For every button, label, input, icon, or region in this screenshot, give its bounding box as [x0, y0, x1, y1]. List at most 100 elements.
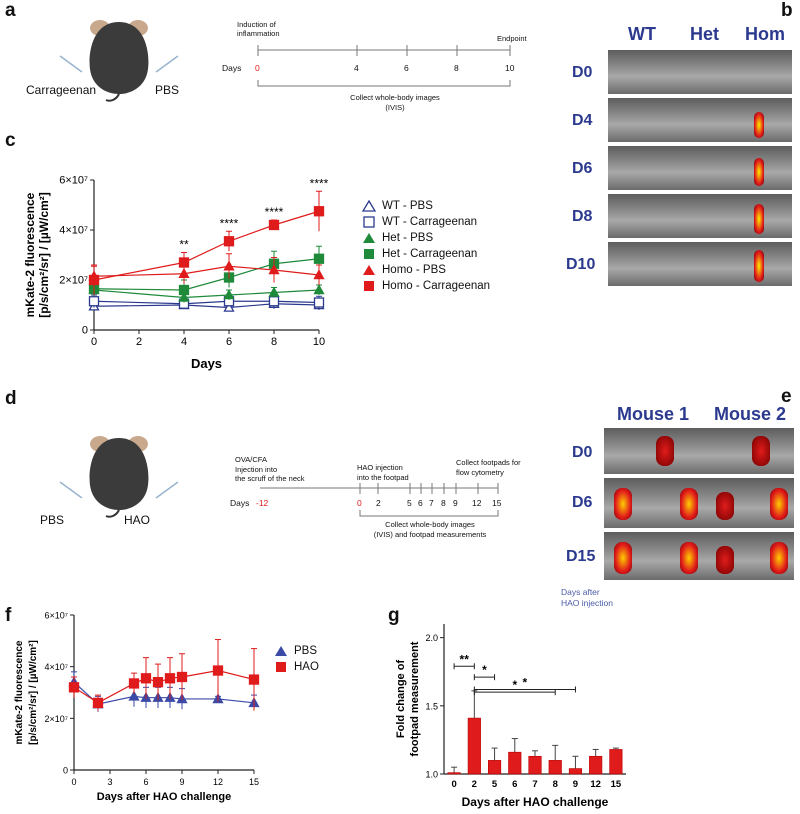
c-xtick-label-2: 4	[181, 336, 187, 348]
timeline-d-tick-12: 12	[472, 498, 482, 508]
c-xtick-label-4: 8	[271, 336, 277, 348]
timeline-a-tick-6: 6	[404, 63, 409, 73]
c-point-1-3	[268, 296, 280, 307]
g-ytick-label-2: 2.0	[425, 633, 438, 643]
g-sig-text-2: *	[512, 678, 517, 692]
c-point-1-4	[313, 297, 325, 308]
timeline-d-note-left: OVA/CFA Injection into the scruff of the n…	[235, 455, 305, 484]
c-ylabel2: [p/s/cm²/sr] / [µW/cm²]	[37, 192, 51, 318]
timeline-d-tick-m12: -12	[256, 498, 269, 508]
g-bar-2	[487, 760, 502, 775]
c-ytick-label-0: 0	[82, 325, 88, 337]
panel-label-d: d	[5, 388, 17, 409]
c-point-2-4	[313, 284, 325, 295]
g-ytick-label-0: 1.0	[425, 770, 438, 780]
timeline-a-end-note: Endpoint	[497, 34, 527, 43]
timeline-d-note-mid: HAO injection into the footpad	[357, 463, 409, 482]
row-e-d6: D6	[572, 494, 593, 511]
g-xlabel: Days after HAO challenge	[462, 795, 609, 809]
c-point-5-4	[313, 206, 325, 217]
c-point-5-3	[268, 219, 280, 231]
row-e-d0: D0	[572, 444, 593, 461]
row-d6: D6	[572, 160, 593, 177]
col-hom: Hom	[745, 24, 785, 44]
g-ylabel2: footpad measurement	[409, 641, 421, 756]
g-xtick-label-4: 7	[532, 779, 537, 790]
legend-c: WT - PBS WT - Carrageenan Het - PBS Het …	[362, 198, 490, 294]
e-caption-1: Days after	[561, 587, 600, 597]
timeline-d-tick-9: 9	[453, 498, 458, 508]
legend-c-item-1: WT - Carrageenan	[362, 214, 490, 230]
c-xtick-label-5: 10	[313, 336, 325, 348]
col-mouse-1: Mouse 1	[617, 404, 690, 424]
f-point-1-7	[212, 665, 224, 676]
panel-label-b: b	[781, 0, 793, 21]
timeline-d-tick-7: 7	[429, 498, 434, 508]
f-ytick-label-1: 2×10⁷	[44, 714, 68, 724]
legend-f-item-1: HAO	[274, 659, 319, 675]
row-d0: D0	[572, 64, 593, 81]
mouse-illustration-d	[59, 436, 179, 518]
hao-label-d: HAO	[124, 513, 151, 527]
c-annotation-1: ****	[220, 216, 239, 230]
c-point-2-3	[268, 286, 280, 297]
timeline-d-note-4: HAO injection	[357, 463, 403, 472]
timeline-d-bottom-note-2: (IVIS) and footpad measurements	[373, 530, 487, 539]
ivis-image-d10	[608, 242, 792, 286]
f-point-1-3	[140, 673, 152, 684]
f-point-1-4	[152, 677, 164, 688]
row-d4: D4	[572, 112, 593, 129]
c-point-5-0	[88, 274, 100, 286]
g-xtick-label-7: 12	[590, 779, 601, 790]
panel-label-c: c	[5, 130, 16, 151]
timeline-d-bottom-note: Collect whole-body images (IVIS) and foot…	[350, 520, 510, 540]
legend-c-item-0: WT - PBS	[362, 198, 490, 214]
legend-f-label-0: PBS	[294, 645, 318, 657]
c-ylabel: mKate-2 fluorescence	[23, 192, 37, 317]
f-ylabel2: [p/s/cm²/sr] / [µW/cm²]	[28, 640, 39, 745]
f-xtick-label-0: 0	[71, 777, 76, 787]
g-sig-text-1: *	[482, 663, 487, 677]
legend-c-item-5: Homo - Carrageenan	[362, 278, 490, 294]
timeline-d-days-label: Days	[230, 498, 250, 508]
panel-label-f: f	[5, 605, 12, 626]
timeline-d-tick-8: 8	[441, 498, 446, 508]
c-xlabel: Days	[191, 356, 222, 371]
g-ytick-label-1: 1.5	[425, 701, 438, 711]
mouse-illustration-a	[59, 20, 179, 102]
timeline-d-note-right: Collect footpads for flow cytometry	[456, 458, 521, 477]
c-annotation-2: ****	[265, 205, 284, 219]
timeline-a-tick-0: 0	[255, 63, 260, 73]
c-series-line-1	[93, 300, 320, 305]
f-point-1-6	[176, 671, 188, 683]
f-point-0-2	[128, 690, 140, 701]
g-bar-5	[548, 760, 562, 775]
ivis-image-e-d6	[604, 478, 794, 528]
timeline-d-tick-6: 6	[418, 498, 423, 508]
c-annotation-0: **	[179, 238, 189, 252]
timeline-a-bottom-note-1: Collect whole-body images	[350, 93, 440, 102]
c-xtick-label-3: 6	[226, 336, 232, 348]
legend-c-item-2: Het - PBS	[362, 230, 490, 246]
panel-label-a: a	[5, 0, 16, 21]
e-caption: Days after HAO injection	[561, 587, 613, 609]
legend-c-label-1: WT - Carrageenan	[382, 216, 478, 228]
ivis-image-e-d0	[604, 428, 794, 474]
f-point-1-5	[164, 673, 176, 684]
panel-label-e: e	[781, 386, 792, 407]
g-xtick-label-6: 9	[573, 779, 578, 790]
legend-c-item-3: Het - Carrageenan	[362, 246, 490, 262]
col-het: Het	[690, 24, 720, 44]
ivis-image-d6	[608, 146, 792, 190]
f-xtick-label-3: 9	[179, 777, 184, 787]
row-d10: D10	[566, 256, 596, 273]
f-point-1-0	[68, 682, 80, 693]
legend-c-label-3: Het - Carrageenan	[382, 248, 478, 260]
timeline-d-tick-2: 2	[376, 498, 381, 508]
legend-f-item-0: PBS	[274, 643, 319, 659]
timeline-d-tick-5: 5	[407, 498, 412, 508]
legend-f-label-1: HAO	[294, 661, 319, 673]
timeline-d-note-7: flow cytometry	[456, 467, 504, 477]
f-point-1-1	[92, 697, 104, 708]
g-bar-6	[568, 768, 583, 775]
